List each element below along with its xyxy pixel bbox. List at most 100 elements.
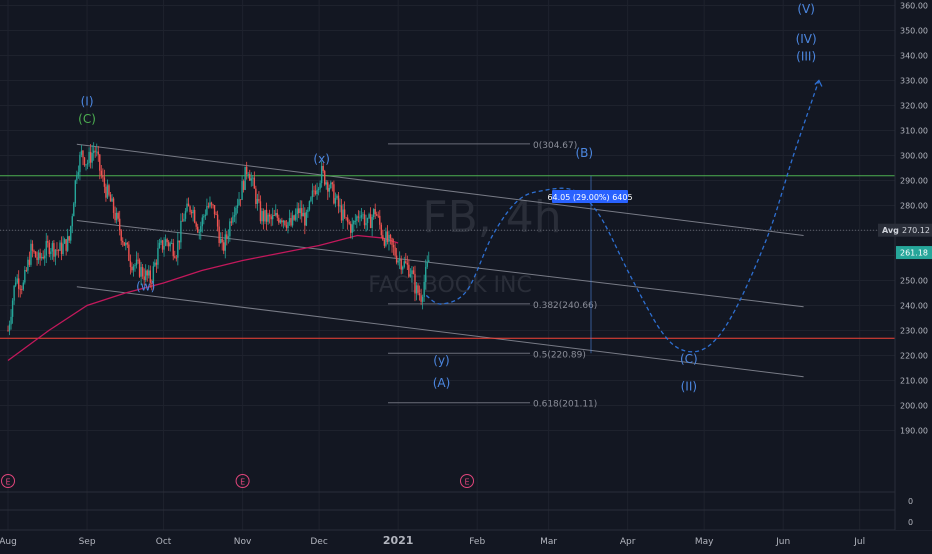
candle-body (290, 218, 292, 226)
candle-body (288, 218, 291, 223)
candle-body (336, 195, 338, 199)
candle-body (408, 264, 410, 277)
wave-label: (w) (136, 280, 155, 294)
candle-body (128, 244, 130, 261)
candle-body (36, 257, 38, 261)
y-axis-tick-label: 320.00 (900, 102, 928, 111)
earnings-marker-circle (1, 474, 15, 488)
candle-body (411, 270, 413, 275)
candle-body (70, 226, 72, 241)
candle-body (426, 262, 428, 267)
avg-badge-label: Avg (882, 226, 899, 235)
candle-body (120, 230, 122, 241)
candle-body (268, 214, 271, 217)
y-axis-tick-label: 340.00 (900, 52, 928, 61)
candle-body (406, 262, 409, 265)
candle-body (172, 243, 174, 257)
measure-box[interactable]: 64.05 (29.00%) 6405 (547, 190, 633, 203)
candle-body (206, 206, 208, 215)
fib-level-label: 0.5(220.89) (533, 350, 586, 360)
candle-body (171, 243, 173, 244)
candle-body (192, 209, 194, 214)
candle-body (380, 224, 383, 236)
candle-body (360, 215, 363, 218)
candle-body (317, 188, 320, 190)
avg-badge-value: 270.12 (902, 226, 930, 235)
candle-body (103, 177, 106, 187)
candle-body (383, 239, 386, 246)
x-axis[interactable]: Aug Sep Oct Nov Dec 2021 Feb Mar Apr May Jun Jul (0, 529, 932, 550)
candle-body (397, 260, 399, 263)
candle-body (262, 211, 265, 222)
candle-body (163, 245, 165, 250)
earnings-marker-circle (460, 474, 474, 488)
candle-body (392, 244, 395, 248)
candle-body (160, 240, 162, 243)
candle-body (324, 170, 326, 185)
candle-body (371, 217, 373, 228)
candle-body (273, 215, 275, 216)
wave-label: (C) (680, 352, 698, 366)
candle-body (97, 151, 99, 155)
y-axis-tick-label: 330.00 (900, 77, 928, 86)
candle-body (203, 216, 205, 218)
candle-body (146, 270, 148, 276)
candle-body (308, 201, 311, 210)
candle-body (301, 208, 303, 217)
candle-body (111, 198, 113, 202)
candle-body (247, 174, 249, 175)
candle-body (249, 174, 251, 181)
candle-body (140, 267, 142, 277)
candle-body (377, 215, 379, 217)
candle-body (62, 243, 64, 255)
candle-body (298, 208, 300, 214)
candle-body (79, 154, 81, 173)
candle-body (395, 255, 398, 263)
candle-body (311, 190, 314, 198)
candle-body (201, 217, 204, 227)
wave-label: (II) (681, 380, 697, 394)
x-axis-tick-label: Feb (469, 537, 485, 547)
y-axis-tick-label: 240.00 (900, 302, 928, 311)
candle-body (68, 236, 70, 241)
candle-body (275, 212, 277, 216)
fib-level-label: 0.618(201.11) (533, 400, 597, 410)
candle-body (223, 242, 225, 251)
candle-body (186, 203, 188, 212)
candle-body (200, 226, 202, 233)
wave-label: (x) (313, 152, 329, 166)
candle-body (167, 242, 170, 247)
candle-body (34, 251, 37, 258)
candle-body (178, 240, 181, 243)
candle-body (374, 209, 376, 215)
earnings-marker[interactable]: E (235, 474, 250, 488)
candle-body (66, 236, 69, 251)
earnings-marker[interactable]: E (460, 474, 474, 488)
candle-body (86, 163, 89, 165)
last-price-badge: 261.18 (896, 246, 932, 260)
earnings-marker[interactable]: E (1, 474, 15, 488)
candle-body (368, 214, 370, 218)
candle-body (99, 154, 101, 171)
channel-trendline (76, 143, 804, 236)
candle-body (24, 270, 26, 283)
candle-body (117, 212, 119, 219)
candle-body (56, 249, 58, 251)
y-axis[interactable]: 360.00 350.00 340.00 330.00 320.00 310.00 300.… (894, 0, 932, 530)
candle-body (417, 285, 419, 294)
candle-body (372, 209, 375, 218)
candle-body (386, 231, 389, 242)
candle-body (22, 282, 24, 290)
candle-body (114, 212, 116, 221)
candle-body (307, 209, 309, 213)
candle-body (11, 300, 14, 317)
candle-body (255, 188, 257, 204)
candle-body (102, 175, 104, 178)
candle-body (294, 214, 297, 220)
candle-body (230, 221, 233, 223)
candle-body (76, 174, 78, 181)
x-axis-tick-label: Nov (234, 537, 252, 547)
candle-body (356, 216, 358, 221)
